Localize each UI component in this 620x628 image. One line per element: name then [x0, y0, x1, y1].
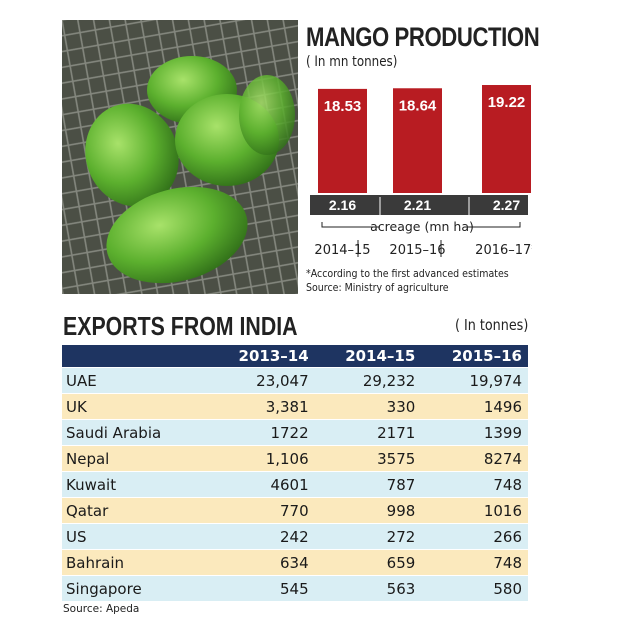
value-cell: 29,232 [314, 367, 422, 394]
value-cell: 580 [421, 575, 528, 601]
value-cell: 19,974 [421, 367, 528, 394]
value-cell: 8274 [421, 445, 528, 472]
label-bg [380, 218, 464, 234]
table-header-row: 2013–14 2014–15 2015–16 [62, 345, 528, 368]
table-row: Saudi Arabia 1722 2171 1399 [62, 419, 528, 446]
country-cell: US [62, 523, 208, 550]
country-cell: Nepal [62, 445, 208, 472]
table-row: Singapore 545 563 580 [62, 575, 528, 601]
category-label: 2016–17* [475, 243, 532, 258]
value-cell: 1399 [421, 419, 528, 446]
country-cell: Saudi Arabia [62, 419, 208, 446]
mango [239, 75, 295, 155]
country-cell: UK [62, 393, 208, 420]
exports-source: Source: Apeda [63, 603, 140, 615]
bar [393, 88, 442, 193]
category-label: 2015–16 [389, 243, 445, 258]
table-row: UK 3,381 330 1496 [62, 393, 528, 420]
acreage-value-label: 2.27 [493, 197, 520, 213]
header-year: 2013–14 [208, 345, 315, 368]
header-year: 2015–16 [421, 345, 528, 368]
value-cell: 272 [314, 523, 422, 550]
value-cell: 3,381 [208, 393, 315, 420]
value-cell: 1496 [421, 393, 528, 420]
acreage-value-label: 2.21 [404, 197, 431, 213]
table-row: US 242 272 266 [62, 523, 528, 550]
table-row: Nepal 1,106 3575 8274 [62, 445, 528, 472]
country-cell: Singapore [62, 575, 208, 601]
value-cell: 748 [421, 471, 528, 498]
production-unit: ( In mn tonnes) [306, 54, 398, 70]
value-cell: 1,106 [208, 445, 315, 472]
country-cell: UAE [62, 367, 208, 394]
country-cell: Bahrain [62, 549, 208, 576]
value-cell: 998 [314, 497, 422, 524]
country-cell: Kuwait [62, 471, 208, 498]
value-cell: 748 [421, 549, 528, 576]
value-cell: 330 [314, 393, 422, 420]
value-cell: 266 [421, 523, 528, 550]
header-country [62, 345, 208, 368]
value-cell: 770 [208, 497, 315, 524]
mango [106, 186, 248, 284]
bar-value-label: 18.64 [399, 97, 437, 114]
value-cell: 634 [208, 549, 315, 576]
value-cell: 3575 [314, 445, 422, 472]
production-footnote: *According to the first advanced estimat… [306, 268, 509, 280]
value-cell: 563 [314, 575, 422, 601]
table-row: Bahrain 634 659 748 [62, 549, 528, 576]
value-cell: 659 [314, 549, 422, 576]
country-cell: Qatar [62, 497, 208, 524]
value-cell: 787 [314, 471, 422, 498]
mango-illustration [62, 20, 298, 294]
mango-photo [62, 20, 298, 294]
value-cell: 1722 [208, 419, 315, 446]
exports-unit: ( In tonnes) [454, 316, 528, 334]
table-row: Kuwait 4601 787 748 [62, 471, 528, 498]
value-cell: 545 [208, 575, 315, 601]
acreage-label: acreage (mn ha) [370, 219, 474, 234]
exports-title: EXPORTS FROM INDIA [63, 311, 298, 341]
acreage-strip [310, 195, 528, 215]
table-row: Qatar 770 998 1016 [62, 497, 528, 524]
production-bar-chart: 18.53 18.64 19.22 2.16 2.21 2.27 acreage (mn h… [310, 85, 532, 258]
value-cell: 2171 [314, 419, 422, 446]
acreage-value-label: 2.16 [329, 197, 356, 213]
value-cell: 23,047 [208, 367, 315, 394]
value-cell: 1016 [421, 497, 528, 524]
header-year: 2014–15 [314, 345, 422, 368]
value-cell: 4601 [208, 471, 315, 498]
mango [85, 103, 179, 207]
table-row: UAE 23,047 29,232 19,974 [62, 367, 528, 394]
production-title: MANGO PRODUCTION [306, 22, 540, 52]
category-label: 2014–15 [314, 243, 370, 258]
bar [482, 85, 531, 193]
production-source: Source: Ministry of agriculture [306, 282, 449, 294]
bar-value-label: 18.53 [324, 98, 362, 115]
exports-table: 2013–14 2014–15 2015–16 UAE 23,047 29,232 1… [62, 345, 528, 601]
bar [318, 88, 367, 193]
bar-value-label: 19.22 [488, 94, 526, 111]
value-cell: 242 [208, 523, 315, 550]
